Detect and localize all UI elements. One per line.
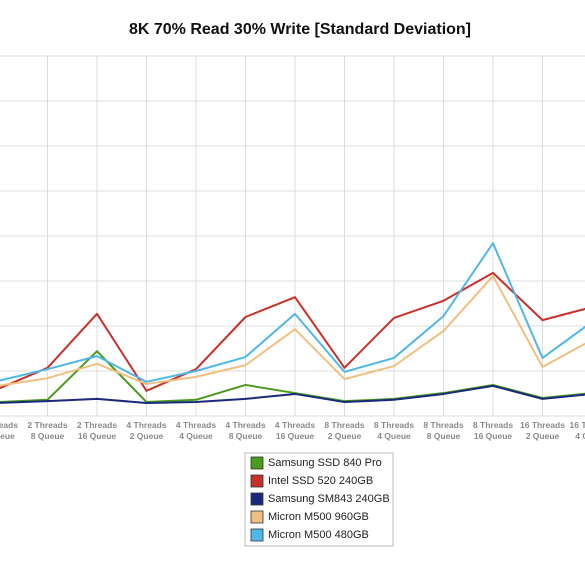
x-tick-label-line: 4 Queue [575, 431, 585, 441]
x-tick-label-line: 16 Queue [78, 431, 117, 441]
x-tick-label-line: 2 Queue [328, 431, 362, 441]
x-tick-label: 2 Threads 8 Queue [27, 420, 67, 441]
grid [0, 55, 585, 417]
x-tick-label-line: 4 Queue [377, 431, 411, 441]
legend-swatch [250, 510, 264, 524]
x-tick-label: 4 Threads 16 Queue [275, 420, 315, 441]
x-tick-label-line: 4 Queue [179, 431, 213, 441]
x-tick-label-line: 8 Threads [473, 420, 513, 430]
legend-label: Samsung SSD 840 Pro [268, 457, 382, 469]
legend-label: Samsung SM843 240GB [268, 493, 390, 505]
legend-label: Intel SSD 520 240GB [268, 475, 373, 487]
x-tick-label-line: 2 Threads [77, 420, 117, 430]
x-tick-label-line: 8 Threads [324, 420, 364, 430]
x-tick-label-line: 16 Threads [520, 420, 565, 430]
x-tick-label-line: 4 Threads [176, 420, 216, 430]
x-tick-label: 8 Threads 16 Queue [473, 420, 513, 441]
x-tick-label-line: 16 Threads [570, 420, 585, 430]
x-tick-label-line: 2 Threads [0, 420, 18, 430]
legend-swatch [250, 456, 264, 470]
x-tick-label-line: 8 Threads [423, 420, 463, 430]
x-tick-label-line: 4 Threads [225, 420, 265, 430]
x-tick-label: 4 Threads 8 Queue [225, 420, 265, 441]
x-tick-label: 16 Threads 2 Queue [520, 420, 565, 441]
x-tick-label-line: 4 Threads [275, 420, 315, 430]
x-tick-label: 2 Threads 16 Queue [77, 420, 117, 441]
legend-swatch [250, 474, 264, 488]
series-line [0, 275, 585, 387]
x-tick-label-line: 8 Queue [427, 431, 461, 441]
x-tick-label-line: 8 Queue [31, 431, 65, 441]
series-line [0, 271, 585, 392]
x-tick-label: 8 Threads 2 Queue [324, 420, 364, 441]
legend: Samsung SSD 840 Pro Intel SSD 520 240GB Sa… [250, 456, 390, 542]
series-line [0, 242, 585, 383]
x-tick-label: 4 Threads 4 Queue [176, 420, 216, 441]
x-tick-label-line: 8 Queue [229, 431, 263, 441]
plot [0, 242, 585, 404]
x-tick-label-line: 2 Threads [27, 420, 67, 430]
legend-label: Micron M500 960GB [268, 511, 369, 523]
x-tick-label-line: 4 Threads [126, 420, 166, 430]
series-line [0, 384, 585, 404]
chart-title: 8K 70% Read 30% Write [Standard Deviatio… [129, 21, 471, 38]
legend-label: Micron M500 480GB [268, 529, 369, 541]
x-tick-label: 4 Threads 2 Queue [126, 420, 166, 441]
x-tick-label-line: 2 Queue [526, 431, 560, 441]
x-tick-label-line: 4 Queue [0, 431, 15, 441]
x-tick-label-line: 2 Queue [130, 431, 164, 441]
legend-swatch [250, 528, 264, 542]
legend-box [244, 452, 394, 547]
x-tick-label-line: 16 Queue [276, 431, 315, 441]
x-tick-label: 8 Threads 8 Queue [423, 420, 463, 441]
x-tick-label-line: 16 Queue [474, 431, 513, 441]
x-tick-label-line: 8 Threads [374, 420, 414, 430]
legend-swatch [250, 492, 264, 506]
x-tick-label: 8 Threads 4 Queue [374, 420, 414, 441]
